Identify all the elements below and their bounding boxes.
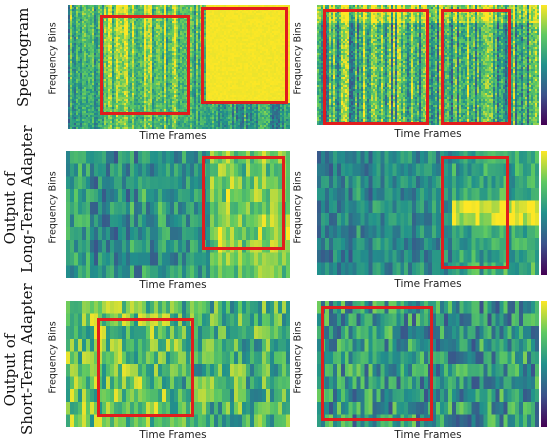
panel-long-term-left: Frequency Bins Time Frames bbox=[48, 148, 293, 296]
row-label-line-2: Long-Term Adapter bbox=[18, 125, 36, 273]
heatmap bbox=[66, 151, 290, 278]
colorbar bbox=[541, 5, 547, 125]
highlight-box bbox=[201, 7, 288, 104]
panel-long-term-right: Frequency Bins Time Frames bbox=[293, 148, 560, 296]
y-axis-label: Frequency Bins bbox=[47, 171, 59, 244]
highlight-box bbox=[97, 318, 194, 417]
highlight-box bbox=[202, 156, 285, 250]
row-label-line-1: Output of bbox=[1, 333, 19, 407]
highlight-box bbox=[323, 9, 429, 125]
y-axis-label: Frequency Bins bbox=[292, 22, 304, 95]
row-label-spectrogram: Spectrogram bbox=[14, 8, 35, 107]
x-axis-label: Time Frames bbox=[139, 130, 207, 142]
row-label-long-term: Output of Long-Term Adapter bbox=[1, 125, 38, 273]
colorbar bbox=[541, 301, 547, 427]
y-axis-label: Frequency Bins bbox=[47, 321, 59, 394]
panel-spectrogram-left: Frequency Bins Time Frames bbox=[48, 0, 293, 148]
highlight-box bbox=[100, 15, 190, 115]
highlight-box bbox=[321, 306, 433, 421]
y-axis-label: Frequency Bins bbox=[292, 321, 304, 394]
highlight-box bbox=[441, 156, 509, 269]
y-axis-label: Frequency Bins bbox=[47, 22, 59, 95]
heatmap bbox=[66, 301, 290, 427]
panel-spectrogram-right: Frequency Bins Time Frames bbox=[293, 0, 560, 148]
row-label-short-term: Output of Short-Term Adapter bbox=[1, 283, 38, 435]
x-axis-label: Time Frames bbox=[139, 429, 207, 441]
heatmap bbox=[317, 301, 539, 427]
x-axis-label: Time Frames bbox=[139, 279, 207, 291]
highlight-box bbox=[441, 9, 511, 125]
panel-short-term-right: Frequency Bins Time Frames bbox=[293, 298, 560, 444]
x-axis-label: Time Frames bbox=[394, 278, 462, 290]
y-axis-label: Frequency Bins bbox=[292, 171, 304, 244]
x-axis-label: Time Frames bbox=[394, 128, 462, 140]
panel-short-term-left: Frequency Bins Time Frames bbox=[48, 298, 293, 444]
row-label-line-1: Output of bbox=[1, 171, 19, 245]
x-axis-label: Time Frames bbox=[394, 429, 462, 441]
heatmap bbox=[317, 151, 539, 275]
row-label-text: Spectrogram bbox=[14, 7, 32, 107]
row-label-line-2: Short-Term Adapter bbox=[18, 283, 36, 435]
heatmap bbox=[68, 5, 290, 129]
colorbar bbox=[541, 151, 547, 275]
